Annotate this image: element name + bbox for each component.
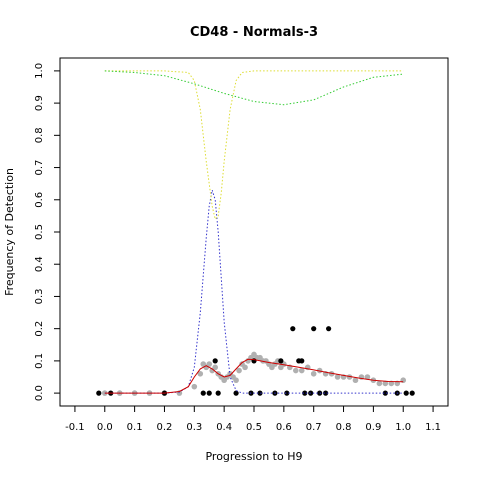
smoothed-point — [292, 367, 299, 374]
x-tick-label: 0.5 — [246, 422, 262, 433]
y-axis: 0.0 0.1 0.2 0.3 0.4 0.5 0.6 0.7 0.8 0.9 1.0 — [34, 63, 60, 401]
x-tick-label: 0.8 — [336, 422, 352, 433]
observed-point — [311, 326, 317, 332]
smoothed-point — [101, 390, 108, 396]
observed-point — [403, 390, 409, 396]
x-tick-label: 0.9 — [365, 422, 381, 433]
x-tick-label: 0.3 — [186, 422, 202, 433]
smoothed-point — [364, 374, 371, 380]
smoothed-point — [334, 374, 341, 380]
observed-point — [233, 390, 239, 396]
observed-point — [200, 390, 206, 396]
x-tick-label: 0.6 — [276, 422, 292, 433]
y-tick-label: 0.4 — [34, 256, 45, 272]
smoothed-point — [382, 380, 389, 387]
observed-point — [215, 390, 221, 396]
x-tick-label: 0.1 — [127, 422, 143, 433]
series-fit-line — [104, 358, 404, 394]
x-tick-label: 0.2 — [157, 422, 173, 433]
observed-point — [409, 390, 415, 396]
observed-point — [206, 390, 212, 396]
observed-point — [257, 390, 263, 396]
x-tick-label: -0.1 — [65, 422, 85, 433]
observed-point — [278, 358, 284, 364]
observed-point — [317, 390, 323, 396]
x-axis: -0.1 0.0 0.1 0.2 0.3 0.4 0.5 0.6 0.7 0.8 0.9 1.0 1.1 — [65, 406, 441, 433]
smoothed-point — [191, 383, 198, 390]
x-axis-label: Progression to H9 — [205, 450, 302, 463]
x-tick-label: 0.0 — [97, 422, 113, 433]
y-axis-label: Frequency of Detection — [3, 168, 16, 296]
smoothed-point — [346, 374, 353, 380]
chart-title: CD48 - Normals-3 — [190, 25, 318, 40]
x-tick-label: 1.0 — [395, 422, 411, 433]
smoothed-point — [236, 367, 242, 374]
y-tick-label: 0.6 — [34, 192, 45, 208]
y-tick-label: 0.0 — [34, 385, 45, 401]
smoothed-point — [242, 364, 248, 371]
observed-point — [382, 390, 388, 396]
smoothed-point — [197, 370, 204, 377]
plot-area — [96, 70, 415, 396]
y-tick-label: 0.9 — [34, 95, 45, 111]
observed-point — [302, 390, 308, 396]
y-tick-label: 0.2 — [34, 321, 45, 337]
x-tick-label: 0.7 — [306, 422, 322, 433]
observed-point — [299, 358, 305, 364]
y-tick-label: 0.1 — [34, 353, 45, 369]
x-tick-label: 1.1 — [425, 422, 441, 433]
y-tick-label: 0.3 — [34, 288, 45, 304]
series-yellow-curve-line — [104, 70, 404, 221]
smoothed-point — [233, 377, 239, 384]
observed-point — [284, 390, 290, 396]
smoothed-point — [310, 370, 317, 377]
y-tick-label: 0.5 — [34, 224, 45, 240]
y-tick-label: 0.8 — [34, 127, 45, 143]
smoothed-point — [376, 380, 383, 387]
y-tick-label: 1.0 — [34, 63, 45, 79]
observed-point — [290, 326, 296, 332]
smoothed-point — [298, 367, 305, 374]
observed-point — [96, 390, 102, 396]
observed-point — [323, 390, 329, 396]
smoothed-point — [212, 364, 218, 371]
smoothed-point — [206, 361, 213, 367]
series-green-curve-line — [104, 70, 404, 106]
observed-point — [326, 326, 332, 332]
smoothed-point — [352, 377, 359, 384]
observed-point — [212, 358, 218, 364]
x-tick-label: 0.4 — [216, 422, 232, 433]
y-tick-label: 0.7 — [34, 160, 45, 176]
